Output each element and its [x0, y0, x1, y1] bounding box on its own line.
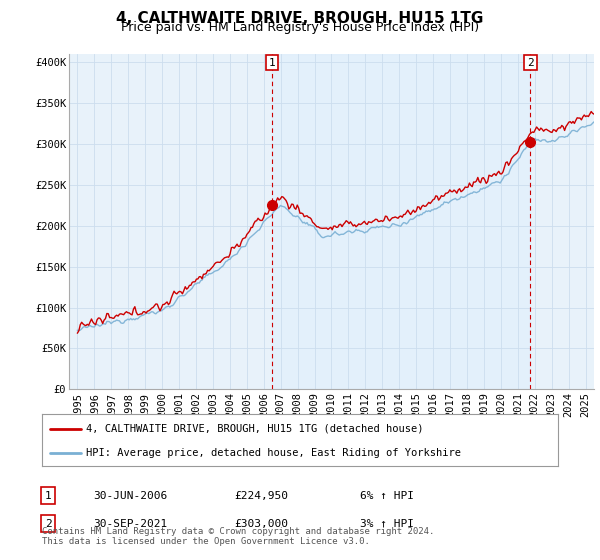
Text: 1: 1 — [44, 491, 52, 501]
Text: 4, CALTHWAITE DRIVE, BROUGH, HU15 1TG (detached house): 4, CALTHWAITE DRIVE, BROUGH, HU15 1TG (d… — [86, 424, 424, 434]
Text: 3% ↑ HPI: 3% ↑ HPI — [360, 519, 414, 529]
Text: 6% ↑ HPI: 6% ↑ HPI — [360, 491, 414, 501]
Text: 2: 2 — [527, 58, 534, 68]
Text: 30-JUN-2006: 30-JUN-2006 — [93, 491, 167, 501]
Text: HPI: Average price, detached house, East Riding of Yorkshire: HPI: Average price, detached house, East… — [86, 448, 461, 458]
Text: £303,000: £303,000 — [234, 519, 288, 529]
Text: 2: 2 — [44, 519, 52, 529]
Text: 1: 1 — [269, 58, 275, 68]
Text: £224,950: £224,950 — [234, 491, 288, 501]
Text: Contains HM Land Registry data © Crown copyright and database right 2024.
This d: Contains HM Land Registry data © Crown c… — [42, 526, 434, 546]
Bar — [272, 54, 530, 389]
Text: 30-SEP-2021: 30-SEP-2021 — [93, 519, 167, 529]
Text: Price paid vs. HM Land Registry's House Price Index (HPI): Price paid vs. HM Land Registry's House … — [121, 21, 479, 34]
Text: 4, CALTHWAITE DRIVE, BROUGH, HU15 1TG: 4, CALTHWAITE DRIVE, BROUGH, HU15 1TG — [116, 11, 484, 26]
